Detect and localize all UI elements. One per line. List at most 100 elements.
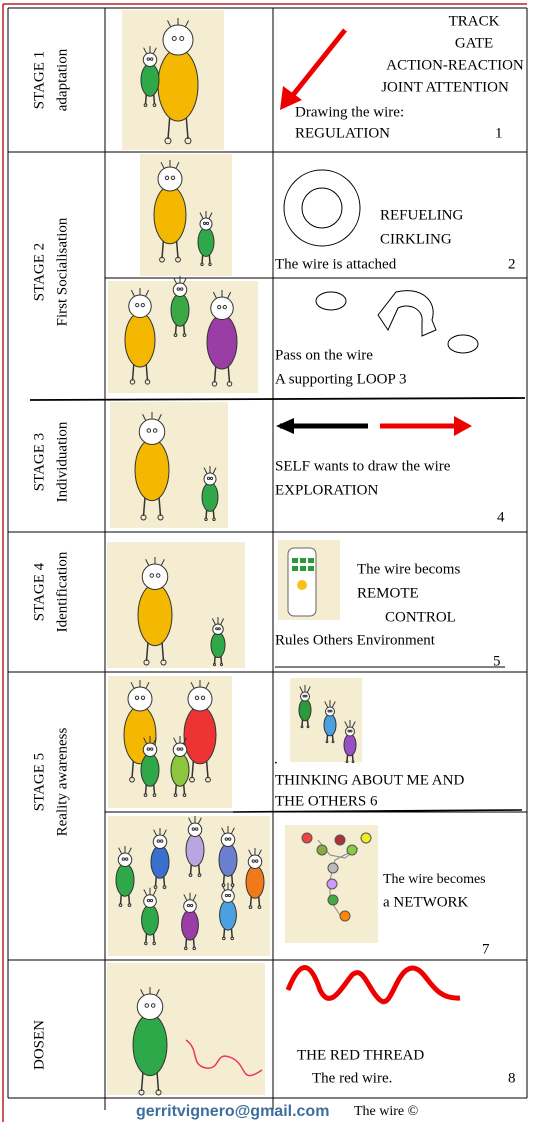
figure-part (172, 282, 188, 297)
table-grid (7, 7, 528, 1110)
figure-part (343, 733, 357, 757)
stage-subtitle: Reality awareness (54, 727, 70, 836)
figure-part (248, 848, 262, 856)
figure-part (176, 287, 180, 291)
figure-part (217, 627, 221, 631)
figure-part (218, 843, 238, 877)
figure-part (184, 946, 188, 951)
figure-part (300, 725, 304, 729)
figure-part (121, 857, 125, 861)
figure-part (162, 24, 194, 56)
figure-part (135, 303, 140, 308)
figure-part (152, 941, 156, 946)
figure-part (170, 753, 190, 787)
figure-part (160, 160, 180, 169)
figure-part (248, 905, 253, 909)
figure-part (215, 627, 219, 631)
figure-part (351, 760, 355, 764)
figure-part (211, 381, 218, 387)
figure-part (247, 854, 263, 869)
figure-part (143, 793, 148, 797)
figure-part (150, 57, 154, 61)
figure-part (157, 514, 164, 521)
figure-part (224, 837, 228, 841)
cell-line: ACTION-REACTION (386, 57, 524, 73)
figure-part (331, 740, 335, 744)
figure-part (142, 412, 162, 421)
figure-part (188, 816, 202, 824)
figure-part (157, 48, 199, 122)
cell-line: REFUELING (380, 207, 463, 223)
figure-part (173, 333, 178, 337)
figure-part (194, 695, 200, 700)
figure-part (125, 857, 129, 861)
figure-part (224, 893, 229, 898)
figure-part (186, 903, 191, 908)
figure-part (180, 287, 184, 291)
figure-part (144, 1003, 150, 1008)
figure-part (143, 46, 157, 54)
figure-part (183, 892, 197, 901)
footer-note: The wire © (354, 1104, 419, 1119)
figure-part (156, 839, 160, 843)
figure-part (160, 659, 167, 666)
figure-part (222, 305, 227, 310)
stage-title: DOSEN (31, 1020, 47, 1070)
figure-part (143, 736, 157, 744)
figure-part (127, 686, 153, 712)
stage-subtitle: Identification (54, 551, 70, 632)
cell-line: . (274, 751, 278, 767)
figure-part (176, 747, 180, 751)
footer-email: gerritvignero@gmail.com (136, 1103, 329, 1120)
figure-part (143, 887, 157, 896)
figure-part (146, 57, 150, 61)
figure-part (199, 211, 213, 219)
figure-part (226, 381, 233, 387)
figure-part (167, 18, 189, 27)
figure-part (118, 903, 123, 907)
figure-part (189, 903, 194, 908)
figure-part (206, 314, 238, 370)
figure-part (188, 873, 193, 877)
figure-part (325, 740, 329, 744)
figure-part (155, 1089, 162, 1096)
figure-part (217, 305, 222, 310)
figure-part (132, 1013, 168, 1077)
figure-part (324, 700, 336, 708)
figure-part (117, 852, 133, 867)
figure-part (345, 760, 349, 764)
cell-line: Drawing the wire: (295, 104, 404, 120)
figure-part (189, 776, 195, 783)
figure-part (143, 659, 150, 666)
figure-part (209, 476, 214, 480)
cell-line: The wire becoms (357, 561, 460, 577)
figure-part (299, 685, 311, 693)
figure-part (141, 904, 159, 936)
cell-line: Pass on the wire (275, 347, 373, 363)
figure-part (200, 695, 206, 700)
figure-part (329, 709, 333, 713)
figure-part (212, 517, 216, 522)
figure-part (140, 695, 146, 700)
figure-part (192, 946, 196, 951)
stage-title: STAGE 2 (31, 243, 47, 301)
cell-line: A supporting LOOP 3 (275, 371, 407, 387)
figure-part (146, 428, 152, 433)
stage-title: STAGE 1 (31, 51, 47, 109)
cell-line: The wire is attached (275, 256, 397, 272)
figure-part (149, 898, 154, 903)
diagram-shapes (185, 28, 479, 1077)
figure-part (134, 438, 170, 502)
cell-line: REMOTE (357, 585, 419, 601)
stage-subtitle: First Socialisation (54, 217, 70, 326)
stage-subtitle: Individuation (54, 421, 70, 502)
figure-part (230, 936, 234, 941)
figure-part (164, 175, 170, 181)
figure-part (173, 276, 187, 284)
figure-part (204, 517, 208, 522)
figure-part (142, 742, 158, 757)
figure-part (219, 662, 224, 667)
figure-part (220, 832, 236, 847)
cell-texts: TRACK GATE ACTION-REACTION JOINT ATTENTI… (274, 13, 524, 1086)
figure-part (200, 262, 204, 267)
